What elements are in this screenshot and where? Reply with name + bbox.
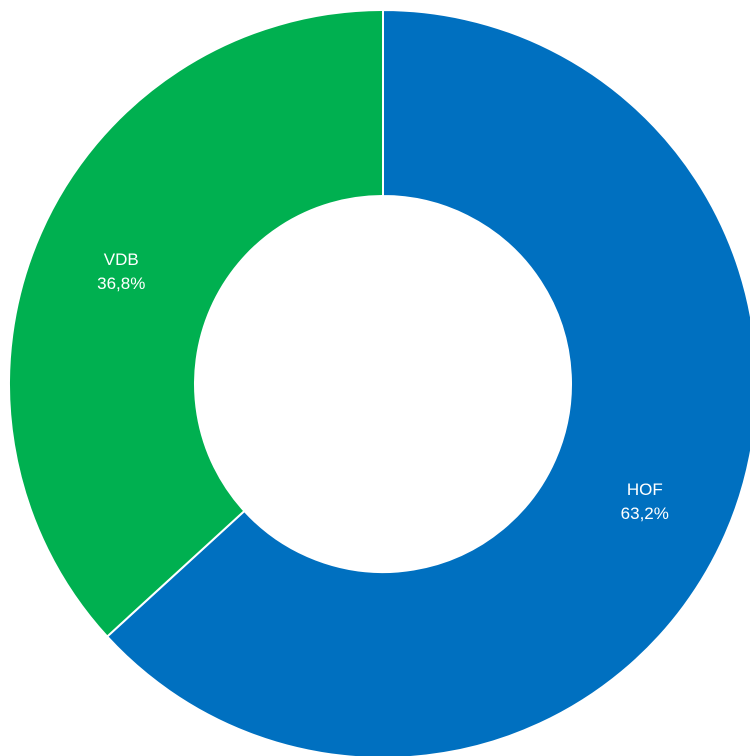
slice-label-vdb: VDB 36,8% xyxy=(97,250,145,293)
slice-value-vdb: 36,8% xyxy=(97,274,145,293)
slice-name-vdb: VDB xyxy=(104,250,139,269)
slice-value-hof: 63,2% xyxy=(621,504,669,523)
labels-layer: HOF 63,2% VDB 36,8% xyxy=(97,250,669,523)
slice-vdb xyxy=(8,8,384,638)
slice-name-hof: HOF xyxy=(627,480,663,499)
slices-layer xyxy=(8,8,750,756)
slice-label-hof: HOF 63,2% xyxy=(621,480,669,523)
slice-hof xyxy=(105,8,750,756)
